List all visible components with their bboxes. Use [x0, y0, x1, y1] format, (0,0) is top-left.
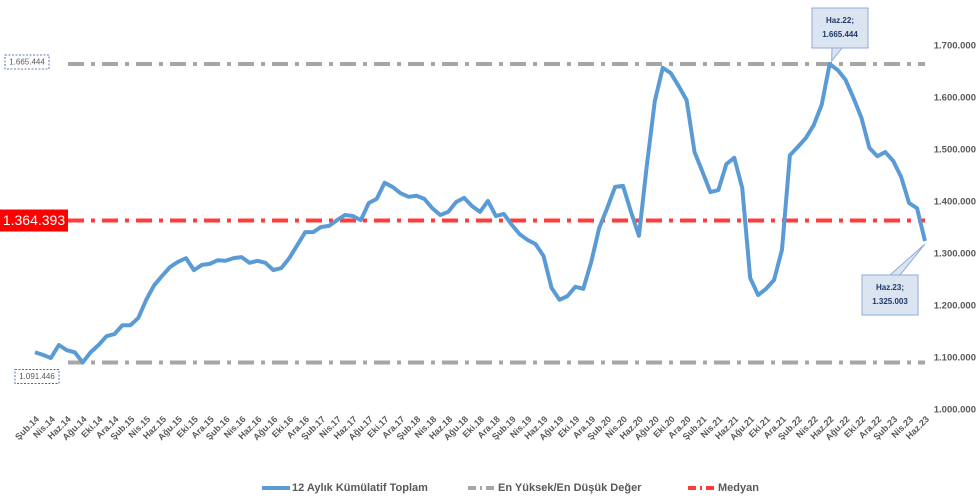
series-line	[34, 61, 927, 365]
callout-pointer	[831, 47, 844, 63]
reference-label: 1.665.444	[9, 58, 45, 67]
callout-label: Haz.22;	[826, 16, 854, 25]
y-tick-label: 1.300.000	[934, 249, 976, 260]
callout-value: 1.665.444	[822, 30, 858, 39]
legend-label: Medyan	[718, 482, 759, 494]
callout-label: Haz.23;	[876, 283, 904, 292]
callout: Haz.22; 1.665.444	[811, 7, 869, 63]
y-tick-label: 1.400.000	[934, 197, 976, 208]
median-label: 1.364.393	[3, 212, 65, 228]
y-tick-label: 1.600.000	[934, 93, 976, 104]
reference-label-box	[4, 54, 50, 70]
callout-box	[861, 274, 919, 316]
callout-value: 1.325.003	[872, 297, 908, 306]
legend-label: En Yüksek/En Düşük Değer	[498, 482, 642, 494]
y-tick-label: 1.700.000	[934, 41, 976, 52]
callout-box	[811, 7, 869, 49]
callout: Haz.23; 1.325.003	[861, 243, 926, 316]
y-tick-label: 1.200.000	[934, 301, 976, 312]
legend-label: 12 Aylık Kümülatif Toplam	[292, 482, 428, 494]
reference-label-box	[14, 369, 60, 384]
reference-label: 1.091.446	[19, 372, 55, 381]
median-label-box	[0, 209, 68, 232]
y-tick-label: 1.100.000	[934, 353, 976, 364]
callout-pointer	[888, 243, 926, 276]
y-tick-label: 1.000.000	[934, 405, 976, 416]
y-tick-label: 1.500.000	[934, 145, 976, 156]
